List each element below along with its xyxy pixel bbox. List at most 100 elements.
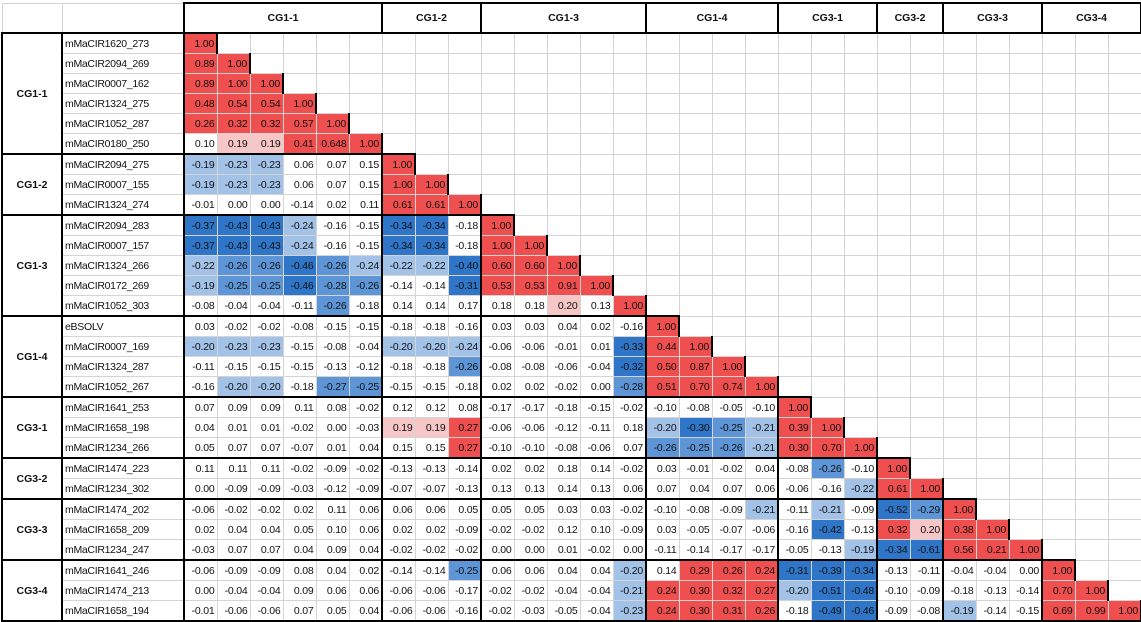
correlation-cell: 0.20 — [909, 519, 945, 540]
correlation-cell: -0.25 — [678, 437, 713, 459]
correlation-cell: 0.05 — [315, 600, 350, 622]
correlation-cell: -0.31 — [777, 559, 812, 581]
empty-cell — [744, 133, 779, 155]
correlation-cell: 0.32 — [876, 519, 911, 540]
correlation-cell: -0.06 — [414, 580, 449, 601]
correlation-cell: -0.20 — [645, 417, 680, 438]
empty-cell — [711, 214, 746, 236]
correlation-cell: -0.09 — [447, 519, 482, 540]
column-group-header: CG1-1 — [183, 2, 383, 34]
matrix-row: CG1-2 mMaCIR2094_275 -0.19 -0.23 -0.23 0.06 0.… — [1, 153, 1141, 216]
correlation-cell: -0.11 — [579, 417, 614, 438]
empty-cell — [480, 133, 515, 155]
correlation-cell: -0.08 — [183, 295, 218, 317]
correlation-cell: -0.22 — [414, 255, 449, 276]
empty-cell — [744, 73, 779, 94]
correlation-cell: 1.00 — [216, 53, 251, 74]
correlation-cell: 0.07 — [315, 174, 350, 195]
correlation-cell: 0.32 — [249, 113, 284, 134]
correlation-cell: -0.08 — [777, 457, 812, 479]
correlation-cell: -0.18 — [546, 396, 581, 418]
empty-cell — [249, 53, 284, 74]
correlation-cell: -0.16 — [315, 214, 350, 236]
empty-cell — [843, 194, 878, 216]
empty-cell — [348, 113, 383, 134]
empty-cell — [447, 153, 482, 175]
empty-cell — [876, 275, 911, 296]
header-row: CG1-1 CG1-2 CG1-3 CG1-4 CG3-1 CG3-2 CG3-3 CG3-4 — [1, 2, 1141, 34]
empty-cell — [1074, 214, 1109, 236]
empty-cell — [612, 255, 647, 276]
correlation-cell: 0.50 — [645, 356, 680, 377]
empty-cell — [810, 235, 845, 256]
correlation-cell: -0.15 — [315, 315, 350, 337]
correlation-cell: 0.39 — [777, 417, 812, 438]
empty-cell — [1041, 174, 1076, 195]
empty-cell — [579, 255, 614, 276]
correlation-cell: 0.24 — [645, 600, 680, 622]
correlation-cell: -0.10 — [876, 580, 911, 601]
empty-cell — [579, 153, 614, 175]
correlation-cell: -0.02 — [480, 600, 515, 622]
correlation-cell: -0.24 — [348, 255, 383, 276]
empty-cell — [381, 113, 416, 134]
empty-cell — [414, 53, 449, 74]
matrix-row: mMaCIR0180_250 0.10 0.19 0.19 0.41 0.648 1.00 — [2, 133, 1141, 155]
empty-cell — [645, 153, 680, 175]
empty-cell — [645, 93, 680, 114]
correlation-cell: 0.11 — [216, 457, 251, 479]
empty-cell — [744, 93, 779, 114]
column-group-header: CG3-3 — [942, 2, 1044, 34]
correlation-cell: -0.25 — [711, 417, 746, 438]
correlation-cell: -0.09 — [909, 580, 945, 601]
correlation-cell: 0.04 — [579, 559, 614, 581]
correlation-cell: -0.06 — [579, 437, 614, 459]
empty-cell — [810, 73, 845, 94]
empty-cell — [843, 53, 878, 74]
marker-name: mMaCIR1052_267 — [61, 376, 185, 398]
empty-cell — [1008, 174, 1043, 195]
empty-cell — [975, 93, 1010, 114]
empty-cell — [1107, 315, 1141, 337]
column-group-header: CG3-4 — [1041, 2, 1141, 34]
empty-cell — [843, 417, 878, 438]
correlation-cell: 1.00 — [546, 255, 581, 276]
correlation-cell: 0.08 — [315, 396, 350, 418]
empty-cell — [513, 194, 548, 216]
correlation-cell: 0.21 — [975, 539, 1010, 561]
correlation-cell: -0.23 — [249, 336, 284, 357]
correlation-cell: 0.01 — [249, 417, 284, 438]
empty-cell — [1107, 396, 1141, 418]
empty-cell — [876, 356, 911, 377]
correlation-cell: 0.89 — [183, 53, 218, 74]
correlation-cell: -0.04 — [579, 580, 614, 601]
correlation-cell: -0.43 — [249, 214, 284, 236]
empty-cell — [1107, 153, 1141, 175]
correlation-cell: 0.10 — [315, 519, 350, 540]
empty-cell — [1107, 457, 1141, 479]
correlation-cell: 0.04 — [348, 437, 383, 459]
matrix-row: CG1-3 mMaCIR2094_283 -0.37 -0.43 -0.43 -0.24-… — [1, 214, 1141, 317]
empty-cell — [1074, 235, 1109, 256]
correlation-cell: -0.39 — [810, 559, 845, 581]
empty-cell — [876, 315, 911, 337]
marker-name: mMaCIR2094_269 — [61, 53, 185, 74]
correlation-cell: 0.24 — [744, 559, 780, 581]
correlation-cell: 0.57 — [282, 113, 317, 134]
correlation-cell: -0.14 — [381, 275, 416, 296]
correlation-cell: -0.02 — [348, 457, 383, 479]
correlation-cell: 0.19 — [414, 417, 449, 438]
correlation-cell: -0.13 — [810, 539, 845, 561]
marker-name: mMaCIR1658_209 — [61, 519, 185, 540]
correlation-cell: -0.26 — [216, 255, 251, 276]
empty-cell — [1107, 519, 1141, 540]
correlation-cell: -0.18 — [447, 376, 482, 398]
correlation-cell: -0.06 — [480, 417, 515, 438]
correlation-cell: -0.02 — [381, 539, 416, 561]
empty-cell — [744, 153, 779, 175]
empty-cell — [744, 32, 779, 54]
correlation-cell: -0.18 — [414, 356, 449, 377]
correlation-cell: -0.25 — [447, 559, 482, 581]
correlation-cell: 1.00 — [282, 93, 317, 114]
